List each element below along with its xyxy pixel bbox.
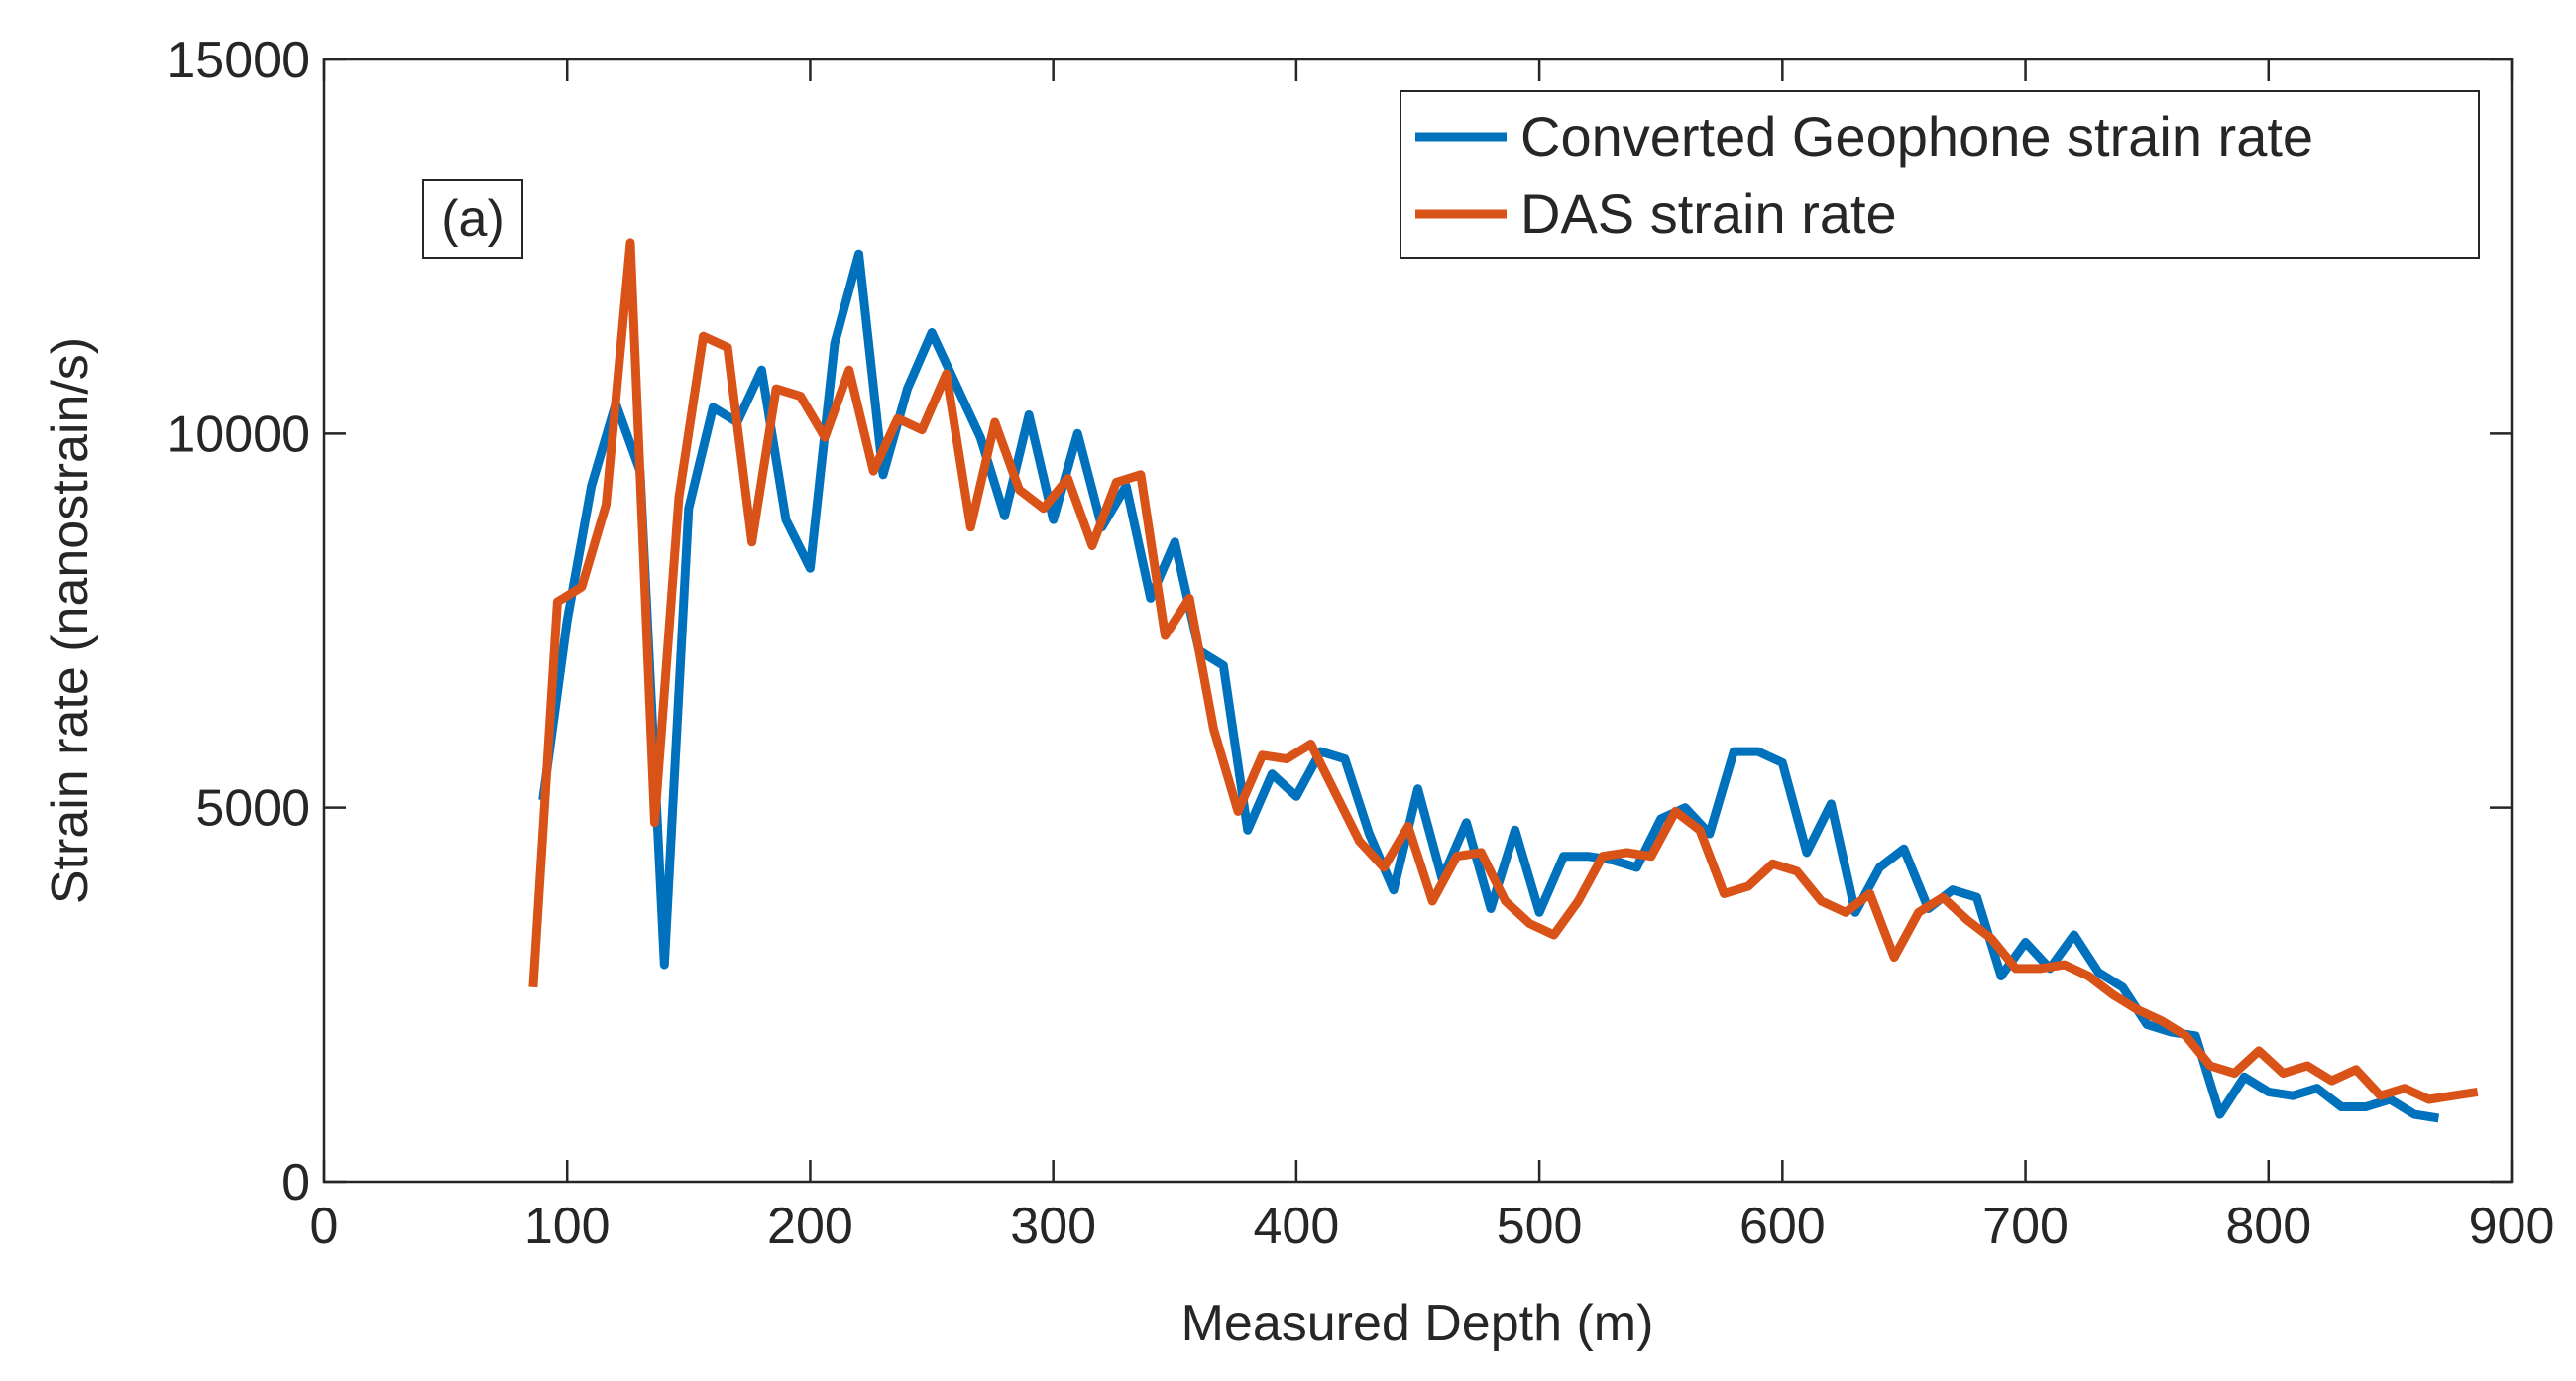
x-tick-label: 600 (1739, 1198, 1826, 1255)
x-tick-label: 700 (1982, 1198, 2069, 1255)
y-tick-label: 10000 (167, 405, 310, 463)
x-tick-label: 200 (767, 1198, 853, 1255)
x-tick-label: 300 (1010, 1198, 1096, 1255)
y-tick-label: 5000 (195, 780, 310, 838)
tick-marks (322, 58, 2514, 1184)
y-tick-label: 15000 (167, 32, 310, 89)
legend-box (1400, 90, 2480, 259)
x-tick-label: 800 (2225, 1198, 2311, 1255)
x-tick-labels: 0 100 200 300 400 500 600 700 800 900 (310, 1198, 2555, 1255)
annotation-frame (422, 179, 523, 259)
legend-label-geophone: Converted Geophone strain rate (1520, 105, 2313, 168)
series-line-geophone (538, 249, 2440, 1123)
x-axis-label: Measured Depth (m) (1181, 1295, 1654, 1352)
x-tick-label: 0 (310, 1198, 339, 1255)
series-line-das (528, 238, 2479, 1104)
x-tick-label: 100 (524, 1198, 611, 1255)
x-tick-label: 500 (1497, 1198, 1583, 1255)
y-tick-label: 0 (281, 1154, 310, 1211)
x-tick-label: 400 (1254, 1198, 1340, 1255)
legend: Converted Geophone strain rate DAS strai… (1400, 90, 2480, 259)
annotation-box: (a) (422, 179, 523, 259)
y-axis-label: Strain rate (nanostrain/s) (42, 337, 99, 904)
annotation-text: (a) (441, 190, 504, 248)
y-tick-labels: 0 5000 10000 15000 (167, 32, 310, 1211)
x-tick-label: 900 (2469, 1198, 2555, 1255)
series-layer (528, 238, 2479, 1123)
legend-label-das: DAS strain rate (1520, 182, 1897, 245)
